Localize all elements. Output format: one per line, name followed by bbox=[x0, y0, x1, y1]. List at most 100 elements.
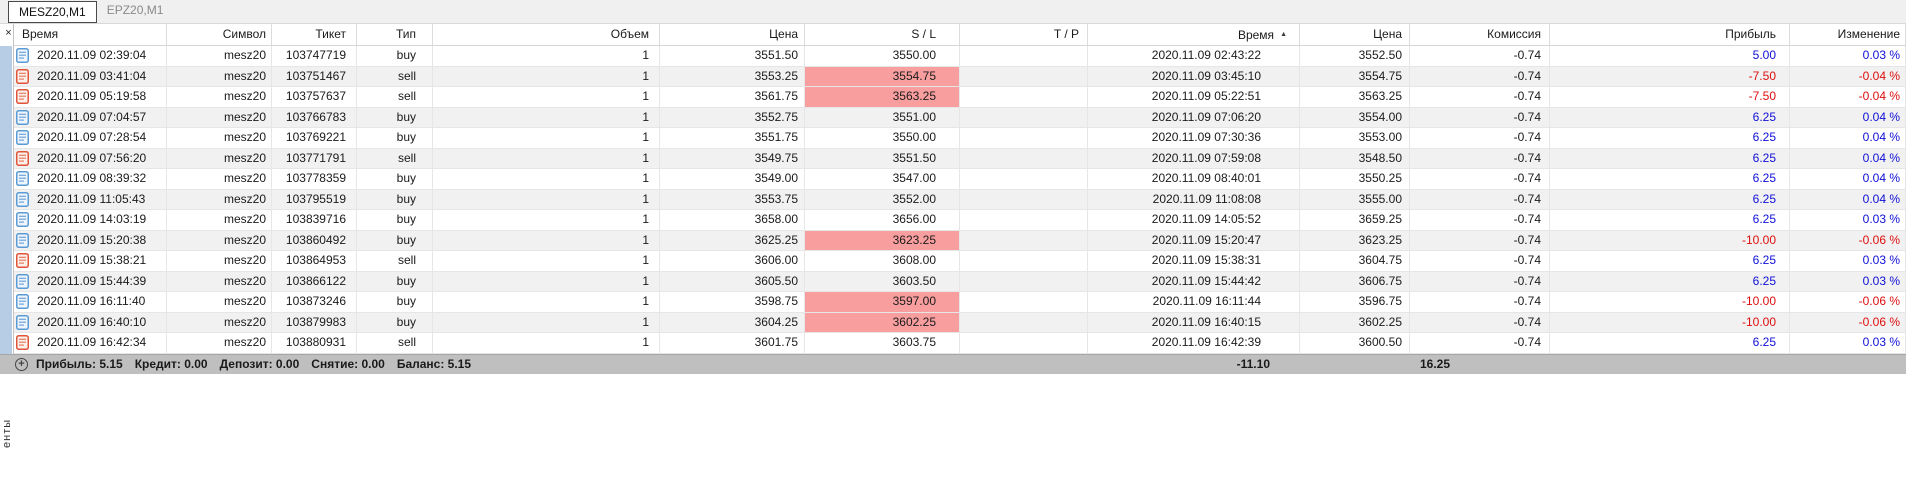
column-header-close-time[interactable]: Время ▲ bbox=[1088, 24, 1300, 45]
table-row[interactable]: 2020.11.09 07:56:20 mesz20 103771791 sel… bbox=[14, 148, 1906, 170]
open-time-cell: 2020.11.09 11:05:43 bbox=[36, 189, 167, 210]
column-header-commission[interactable]: Комиссия bbox=[1410, 24, 1550, 45]
price-cell: 3658.00 bbox=[660, 210, 805, 230]
commission-cell: -0.74 bbox=[1410, 210, 1550, 230]
close-price-cell: 3555.00 bbox=[1300, 189, 1410, 210]
side-tab-instruments[interactable]: енты bbox=[1, 418, 13, 448]
column-header-tp[interactable]: T / P bbox=[960, 24, 1088, 45]
table-row[interactable]: 2020.11.09 07:28:54 mesz20 103769221 buy… bbox=[14, 128, 1906, 149]
column-header-change[interactable]: Изменение bbox=[1790, 24, 1906, 45]
buy-order-icon bbox=[16, 48, 29, 64]
table-row[interactable]: 2020.11.09 15:44:39 mesz20 103866122 buy… bbox=[14, 271, 1906, 293]
footer-summary-item: Баланс: 5.15 bbox=[396, 357, 472, 371]
left-scroll-strip[interactable] bbox=[0, 46, 12, 354]
commission-cell: -0.74 bbox=[1410, 87, 1550, 107]
symbol-cell: mesz20 bbox=[167, 333, 272, 353]
tp-cell bbox=[960, 333, 1088, 353]
profit-cell: 6.25 bbox=[1550, 107, 1790, 128]
commission-cell: -0.74 bbox=[1410, 271, 1550, 292]
tab-mesz20-m1[interactable]: MESZ20,M1 bbox=[8, 1, 97, 23]
commission-cell: -0.74 bbox=[1410, 312, 1550, 333]
change-cell: -0.06 % bbox=[1790, 230, 1906, 251]
close-time-cell: 2020.11.09 07:59:08 bbox=[1088, 148, 1300, 169]
table-row[interactable]: 2020.11.09 07:04:57 mesz20 103766783 buy… bbox=[14, 107, 1906, 129]
ticket-cell: 103778359 bbox=[272, 169, 357, 189]
close-price-cell: 3606.75 bbox=[1300, 271, 1410, 292]
column-header-symbol[interactable]: Символ bbox=[167, 24, 272, 45]
sort-ascending-icon: ▲ bbox=[1280, 31, 1287, 38]
sl-cell: 3552.00 bbox=[805, 189, 960, 210]
footer-summary: Прибыль: 5.15 Кредит: 0.00 Депозит: 0.00 Сн… bbox=[36, 355, 483, 374]
symbol-cell: mesz20 bbox=[167, 46, 272, 66]
expand-icon[interactable]: + bbox=[15, 358, 28, 371]
column-header-type[interactable]: Тип bbox=[357, 24, 433, 45]
close-price-cell: 3554.75 bbox=[1300, 66, 1410, 87]
price-cell: 3553.25 bbox=[660, 66, 805, 87]
table-row[interactable]: 2020.11.09 16:42:34 mesz20 103880931 sel… bbox=[14, 333, 1906, 354]
tp-cell bbox=[960, 210, 1088, 230]
close-price-cell: 3623.25 bbox=[1300, 230, 1410, 251]
open-time-cell: 2020.11.09 07:04:57 bbox=[36, 107, 167, 128]
open-time-cell: 2020.11.09 15:38:21 bbox=[36, 251, 167, 271]
table-row[interactable]: 2020.11.09 16:11:40 mesz20 103873246 buy… bbox=[14, 292, 1906, 313]
type-cell: buy bbox=[357, 189, 433, 210]
footer-summary-item: Прибыль: 5.15 bbox=[36, 357, 123, 371]
profit-cell: -10.00 bbox=[1550, 292, 1790, 312]
buy-order-icon bbox=[16, 294, 29, 310]
type-cell: buy bbox=[357, 128, 433, 148]
close-price-cell: 3553.00 bbox=[1300, 128, 1410, 148]
close-icon[interactable]: × bbox=[5, 27, 12, 39]
commission-cell: -0.74 bbox=[1410, 292, 1550, 312]
symbol-cell: mesz20 bbox=[167, 271, 272, 292]
open-time-cell: 2020.11.09 07:56:20 bbox=[36, 148, 167, 169]
table-row[interactable]: 2020.11.09 15:38:21 mesz20 103864953 sel… bbox=[14, 251, 1906, 272]
tp-cell bbox=[960, 107, 1088, 128]
column-header-ticket[interactable]: Тикет bbox=[272, 24, 357, 45]
commission-cell: -0.74 bbox=[1410, 46, 1550, 66]
type-cell: sell bbox=[357, 87, 433, 107]
open-time-cell: 2020.11.09 02:39:04 bbox=[36, 46, 167, 66]
column-header-volume[interactable]: Объем bbox=[433, 24, 660, 45]
table-row[interactable]: 2020.11.09 14:03:19 mesz20 103839716 buy… bbox=[14, 210, 1906, 231]
table-row[interactable]: 2020.11.09 05:19:58 mesz20 103757637 sel… bbox=[14, 87, 1906, 108]
close-price-cell: 3550.25 bbox=[1300, 169, 1410, 189]
table-row[interactable]: 2020.11.09 16:40:10 mesz20 103879983 buy… bbox=[14, 312, 1906, 334]
change-cell: 0.03 % bbox=[1790, 271, 1906, 292]
ticket-cell: 103864953 bbox=[272, 251, 357, 271]
column-header-price[interactable]: Цена bbox=[660, 24, 805, 45]
commission-cell: -0.74 bbox=[1410, 333, 1550, 353]
profit-cell: 6.25 bbox=[1550, 210, 1790, 230]
symbol-cell: mesz20 bbox=[167, 148, 272, 169]
profit-cell: 6.25 bbox=[1550, 128, 1790, 148]
column-header-sl[interactable]: S / L bbox=[805, 24, 960, 45]
table-row[interactable]: 2020.11.09 03:41:04 mesz20 103751467 sel… bbox=[14, 66, 1906, 88]
type-cell: buy bbox=[357, 230, 433, 251]
type-cell: buy bbox=[357, 312, 433, 333]
ticket-cell: 103880931 bbox=[272, 333, 357, 353]
table-row[interactable]: 2020.11.09 08:39:32 mesz20 103778359 buy… bbox=[14, 169, 1906, 190]
close-price-cell: 3659.25 bbox=[1300, 210, 1410, 230]
sl-cell: 3554.75 bbox=[805, 66, 960, 87]
column-header-close-price[interactable]: Цена bbox=[1300, 24, 1410, 45]
column-header-profit[interactable]: Прибыль bbox=[1550, 24, 1790, 45]
table-row[interactable]: 2020.11.09 15:20:38 mesz20 103860492 buy… bbox=[14, 230, 1906, 252]
sl-cell: 3623.25 bbox=[805, 230, 960, 251]
table-row[interactable]: 2020.11.09 11:05:43 mesz20 103795519 buy… bbox=[14, 189, 1906, 211]
table-row[interactable]: 2020.11.09 02:39:04 mesz20 103747719 buy… bbox=[14, 46, 1906, 67]
tp-cell bbox=[960, 251, 1088, 271]
volume-cell: 1 bbox=[433, 292, 660, 312]
order-icon-cell bbox=[14, 128, 36, 148]
change-cell: -0.06 % bbox=[1790, 312, 1906, 333]
close-time-cell: 2020.11.09 16:40:15 bbox=[1088, 312, 1300, 333]
symbol-cell: mesz20 bbox=[167, 251, 272, 271]
close-price-cell: 3602.25 bbox=[1300, 312, 1410, 333]
column-header-open-time[interactable]: Время bbox=[14, 24, 167, 45]
symbol-cell: mesz20 bbox=[167, 312, 272, 333]
tab-epz20-m1[interactable]: EPZ20,M1 bbox=[106, 3, 164, 17]
buy-order-icon bbox=[16, 191, 29, 207]
order-icon-cell bbox=[14, 231, 36, 251]
change-cell: -0.04 % bbox=[1790, 66, 1906, 87]
ticket-cell: 103839716 bbox=[272, 210, 357, 230]
profit-cell: 6.25 bbox=[1550, 169, 1790, 189]
buy-order-icon bbox=[16, 212, 29, 228]
